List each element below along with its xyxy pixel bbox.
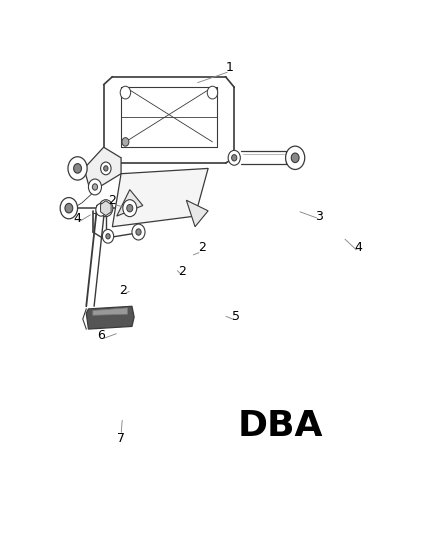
Circle shape [232,155,237,161]
Polygon shape [186,200,208,227]
Circle shape [207,86,218,99]
Text: 1: 1 [226,61,234,74]
Circle shape [127,205,133,212]
Text: 5: 5 [233,310,240,324]
Circle shape [132,224,145,240]
Text: 2: 2 [119,284,127,297]
Circle shape [101,162,111,175]
Circle shape [102,229,114,243]
Text: 2: 2 [198,241,205,254]
Text: 2: 2 [178,265,186,278]
Circle shape [60,198,78,219]
Circle shape [286,146,305,169]
Text: 6: 6 [98,329,106,342]
Text: 4: 4 [74,212,81,225]
Text: 7: 7 [117,432,125,446]
Circle shape [96,204,106,216]
Text: 3: 3 [315,209,323,223]
Circle shape [74,164,81,173]
Text: DBA: DBA [237,409,323,442]
Circle shape [103,205,109,212]
Polygon shape [84,147,121,192]
Circle shape [88,179,102,195]
Polygon shape [117,190,143,216]
Circle shape [120,86,131,99]
Text: 4: 4 [354,241,362,254]
Polygon shape [93,308,127,316]
Circle shape [291,153,299,163]
Circle shape [92,184,98,190]
Circle shape [65,204,73,213]
Polygon shape [113,168,208,227]
Circle shape [136,229,141,235]
Polygon shape [101,201,111,216]
Circle shape [122,138,129,146]
Polygon shape [86,306,134,329]
Circle shape [228,150,240,165]
Circle shape [123,200,137,216]
Circle shape [106,233,110,239]
Circle shape [104,166,108,171]
Circle shape [99,200,113,216]
Circle shape [68,157,87,180]
Text: 2: 2 [109,193,117,207]
